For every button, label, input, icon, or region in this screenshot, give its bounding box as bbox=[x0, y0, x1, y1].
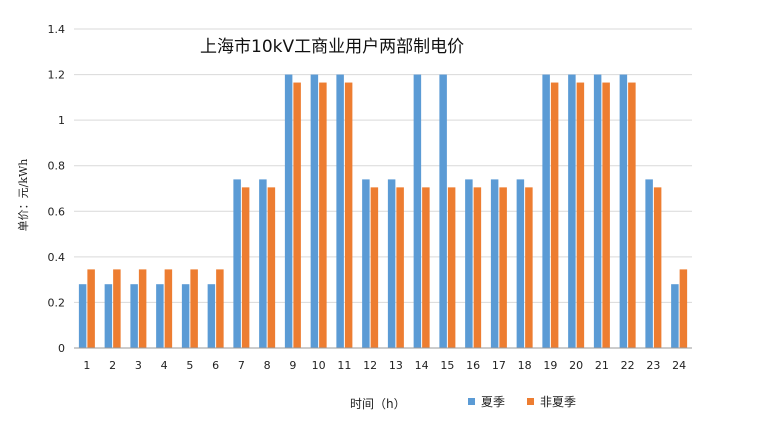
legend-label-summer: 夏季 bbox=[481, 395, 505, 409]
bar-summer bbox=[130, 284, 138, 348]
x-tick-label: 2 bbox=[109, 359, 116, 372]
y-tick-label: 0.8 bbox=[48, 160, 66, 173]
bar-non-summer bbox=[319, 82, 327, 349]
bar-non-summer bbox=[653, 187, 662, 348]
y-tick-label: 1.4 bbox=[48, 23, 66, 36]
x-tick-label: 24 bbox=[672, 359, 686, 372]
x-tick-label: 8 bbox=[264, 359, 271, 372]
bar-summer bbox=[439, 74, 447, 348]
x-tick-label: 17 bbox=[492, 359, 506, 372]
bar-summer bbox=[490, 179, 499, 348]
y-tick-label: 0.6 bbox=[48, 205, 66, 218]
bar-non-summer bbox=[679, 269, 688, 348]
bar-non-summer bbox=[422, 187, 430, 348]
x-tick-label: 1 bbox=[83, 359, 90, 372]
x-tick-label: 14 bbox=[415, 359, 429, 372]
y-tick-label: 1.2 bbox=[48, 69, 66, 82]
y-axis-ticks: 0 0.2 0.4 0.6 0.8 1 1.2 1.4 bbox=[48, 23, 66, 355]
bar-summer bbox=[671, 284, 679, 348]
bar-summer bbox=[542, 74, 550, 348]
bar-non-summer bbox=[344, 82, 353, 349]
bar-summer bbox=[181, 284, 190, 348]
bar-non-summer bbox=[164, 269, 173, 348]
bar-non-summer bbox=[267, 187, 276, 348]
x-tick-label: 16 bbox=[466, 359, 480, 372]
bar-non-summer bbox=[138, 269, 147, 348]
legend-swatch-non-summer bbox=[527, 398, 534, 405]
y-axis-label: 单价：元/kWh bbox=[17, 159, 30, 232]
legend-label-non-summer: 非夏季 bbox=[540, 395, 576, 409]
chart-title: 上海市10kV工商业用户两部制电价 bbox=[200, 37, 464, 57]
x-tick-label: 5 bbox=[186, 359, 193, 372]
bar-non-summer bbox=[576, 82, 585, 349]
bar-summer bbox=[362, 179, 370, 348]
x-tick-label: 19 bbox=[543, 359, 557, 372]
y-tick-label: 1 bbox=[58, 114, 65, 127]
bar-non-summer bbox=[550, 82, 559, 349]
bar-non-summer bbox=[602, 82, 610, 349]
x-tick-label: 4 bbox=[161, 359, 168, 372]
x-tick-label: 21 bbox=[595, 359, 609, 372]
x-tick-label: 13 bbox=[389, 359, 403, 372]
bar-summer bbox=[104, 284, 113, 348]
bar-non-summer bbox=[447, 187, 456, 348]
bar-non-summer bbox=[293, 82, 301, 349]
bar-summer bbox=[465, 179, 473, 348]
x-tick-label: 6 bbox=[212, 359, 219, 372]
x-tick-label: 9 bbox=[289, 359, 296, 372]
x-tick-label: 12 bbox=[363, 359, 377, 372]
bar-summer bbox=[568, 74, 576, 348]
x-tick-label: 10 bbox=[312, 359, 326, 372]
bar-non-summer bbox=[628, 82, 636, 349]
bar-summer bbox=[259, 179, 267, 348]
bar-non-summer bbox=[525, 187, 533, 348]
x-axis-label: 时间（h） bbox=[350, 397, 406, 411]
bar-summer bbox=[387, 179, 396, 348]
x-tick-label: 3 bbox=[135, 359, 142, 372]
x-tick-label: 11 bbox=[337, 359, 351, 372]
bar-summer bbox=[619, 74, 628, 348]
legend-swatch-summer bbox=[468, 398, 475, 405]
x-tick-label: 23 bbox=[646, 359, 660, 372]
bar-summer bbox=[156, 284, 164, 348]
bar-non-summer bbox=[370, 187, 379, 348]
gridlines bbox=[74, 28, 692, 303]
x-tick-label: 15 bbox=[440, 359, 454, 372]
y-tick-label: 0.4 bbox=[48, 251, 66, 264]
bar-non-summer bbox=[216, 269, 224, 348]
bar-summer bbox=[207, 284, 216, 348]
bar-summer bbox=[336, 74, 344, 348]
bar-summer bbox=[413, 74, 422, 348]
bar-summer bbox=[310, 74, 319, 348]
bar-non-summer bbox=[241, 187, 250, 348]
x-axis-ticks: 1 2 3 4 5 6 7 8 9 10 11 12 13 14 15 16 17 18 19 20 21 22 23 24 bbox=[83, 359, 686, 372]
bar-series bbox=[78, 74, 688, 349]
bar-summer bbox=[284, 74, 293, 348]
x-tick-label: 22 bbox=[621, 359, 635, 372]
y-tick-label: 0.2 bbox=[48, 296, 66, 309]
y-tick-label: 0 bbox=[58, 342, 65, 355]
x-tick-label: 18 bbox=[518, 359, 532, 372]
legend: 夏季 非夏季 bbox=[468, 395, 576, 409]
bar-summer bbox=[78, 284, 87, 348]
bar-non-summer bbox=[499, 187, 507, 348]
bar-non-summer bbox=[396, 187, 404, 348]
x-tick-label: 7 bbox=[238, 359, 245, 372]
bar-summer bbox=[516, 179, 525, 348]
bar-non-summer bbox=[473, 187, 482, 348]
bar-summer bbox=[593, 74, 602, 348]
x-tick-label: 20 bbox=[569, 359, 583, 372]
bar-non-summer bbox=[113, 269, 121, 348]
bar-non-summer bbox=[190, 269, 198, 348]
bar-summer bbox=[233, 179, 241, 348]
bar-summer bbox=[645, 179, 653, 348]
bar-non-summer bbox=[87, 269, 95, 348]
